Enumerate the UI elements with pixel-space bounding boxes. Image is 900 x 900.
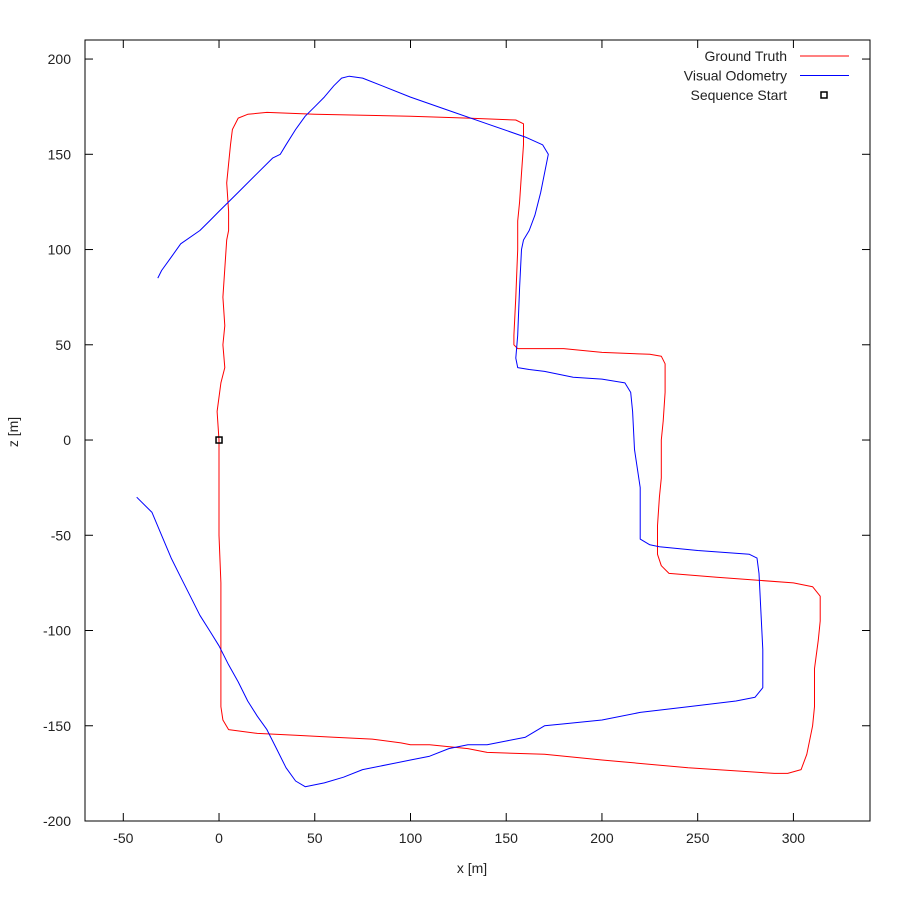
legend: Ground Truth Visual Odometry Sequence Star… [684, 48, 849, 103]
x-tick-label: 50 [307, 830, 323, 846]
x-tick-label: 100 [399, 830, 423, 846]
y-tick-label: -50 [51, 527, 71, 543]
y-tick-label: 0 [63, 432, 71, 448]
y-tick-label: 150 [48, 146, 72, 162]
x-tick-label: -50 [113, 830, 133, 846]
plot-frame [84, 39, 871, 822]
visual-odometry-line [136, 75, 764, 788]
x-axis-title: x [m] [457, 860, 487, 876]
legend-label-visual-odometry: Visual Odometry [684, 68, 787, 84]
x-tick-label: 250 [686, 830, 710, 846]
legend-label-ground-truth: Ground Truth [705, 48, 788, 64]
ground-truth-line [216, 111, 821, 774]
series-layer [136, 75, 821, 788]
y-tick-label: -200 [43, 813, 71, 829]
legend-swatch-sequence-start [820, 91, 828, 99]
y-tick-label: 100 [48, 242, 72, 258]
legend-label-sequence-start: Sequence Start [690, 87, 787, 103]
y-axis-title: z [m] [5, 417, 21, 447]
y-tick-label: 200 [48, 51, 72, 67]
x-tick-label: 0 [215, 830, 223, 846]
y-tick-label: 50 [55, 337, 71, 353]
y-tick-label: -150 [43, 718, 71, 734]
x-tick-label: 200 [590, 830, 614, 846]
x-tick-label: 300 [782, 830, 806, 846]
y-tick-label: -100 [43, 623, 71, 639]
x-tick-label: 150 [495, 830, 519, 846]
sequence-start-marker [215, 436, 223, 444]
ticks-layer: -50 0 50 100 150 200 250 300 -200 -150 -100 -50 0 50 1… [43, 40, 870, 846]
